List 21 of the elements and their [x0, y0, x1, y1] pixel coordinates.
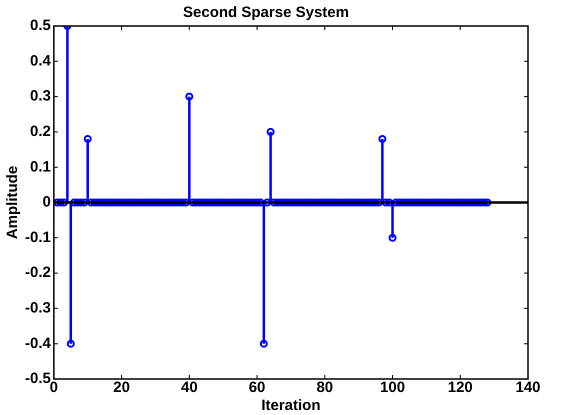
- y-tick-label: 0: [42, 194, 51, 211]
- y-tick-label: 0.2: [30, 123, 51, 140]
- x-tick-label: 100: [380, 379, 406, 396]
- x-tick-label: 20: [113, 379, 130, 396]
- x-tick-label: 120: [448, 379, 473, 396]
- y-tick-label: 0.1: [30, 158, 51, 176]
- y-tick-label: -0.3: [24, 300, 51, 317]
- y-tick-label: -0.1: [24, 228, 51, 246]
- y-tick-label: 0.5: [30, 17, 51, 34]
- x-tick-label: 60: [248, 379, 266, 396]
- y-tick-label: -0.2: [24, 264, 51, 282]
- y-tick-label: -0.4: [24, 334, 52, 352]
- x-tick-label: 40: [180, 379, 198, 396]
- y-tick-label: 0.4: [30, 52, 52, 70]
- chart-title: Second Sparse System: [183, 4, 349, 22]
- y-tick-label: 0.3: [30, 88, 51, 105]
- x-tick-label: 140: [515, 379, 541, 396]
- y-axis-title: Amplitude: [4, 166, 22, 240]
- x-tick-label: 80: [316, 379, 334, 396]
- y-tick-label: -0.5: [24, 370, 51, 388]
- x-axis-title: Iteration: [261, 397, 321, 414]
